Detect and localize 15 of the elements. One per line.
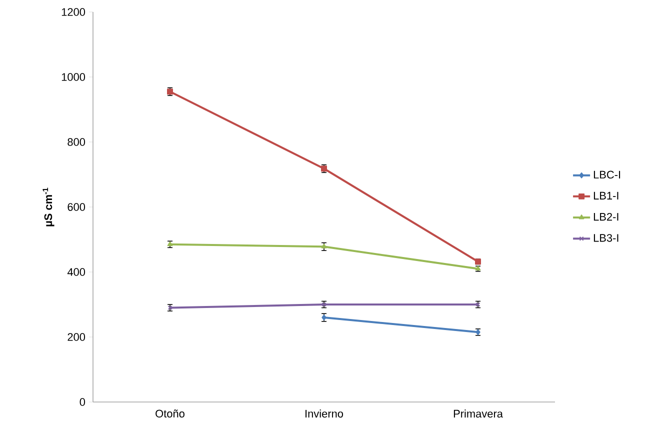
legend-label: LBC-I — [594, 170, 620, 179]
legend-label: LB2-I — [594, 212, 618, 221]
y-tick-label: 200 — [68, 333, 86, 341]
legend-label: LB1-I — [594, 192, 618, 200]
x-tick-label: Otoño — [156, 410, 184, 418]
legend-label: LB3-I — [594, 234, 618, 242]
x-tick-label: Primavera — [454, 410, 503, 418]
y-tick-label: 800 — [68, 138, 86, 146]
y-tick-label: 1200 — [62, 8, 86, 16]
y-tick-label: 600 — [68, 203, 86, 211]
y-tick-label: 400 — [67, 268, 86, 276]
y-tick-label: 0 — [80, 398, 86, 406]
x-tick-label: Invierno — [306, 410, 344, 418]
y-axis-title: µS cm$^{-1}$ — [42, 188, 54, 226]
y-tick-label: 1000 — [62, 73, 86, 81]
